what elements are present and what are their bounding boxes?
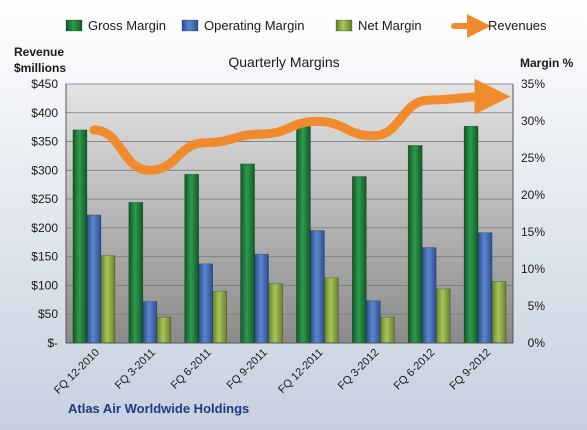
gross-margin-bar [296, 124, 311, 344]
gross-margin-bar [463, 125, 479, 344]
left-axis-title-line2: $millions [14, 61, 66, 75]
left-axis-title-line1: Revenue [14, 45, 64, 59]
net-margin-bar [212, 290, 227, 344]
legend: Gross Margin Operating Margin Net Margin Re… [65, 14, 547, 38]
net-margin-bar [435, 288, 451, 344]
legend-label-net-margin: Net Margin [358, 18, 422, 33]
legend-label-gross-margin: Gross Margin [88, 18, 166, 33]
gross-margin-bar [128, 202, 144, 344]
left-tick-label: $150 [31, 250, 58, 264]
left-tick-label: $350 [31, 135, 58, 149]
bars [72, 124, 507, 344]
right-axis-title: Margin % [520, 56, 574, 70]
left-tick-label: $400 [31, 106, 58, 120]
net-margin-bar [491, 281, 507, 344]
operating-margin-bar [421, 247, 437, 344]
left-tick-label: $- [47, 336, 58, 350]
legend-label-revenues: Revenues [488, 18, 547, 33]
gross-margin-bar [407, 145, 423, 344]
left-tick-label: $300 [31, 163, 58, 177]
revenue-line [89, 78, 511, 175]
legend-swatch-net-margin [335, 19, 353, 32]
right-tick-label: 10% [521, 262, 545, 276]
operating-margin-bar [142, 301, 158, 344]
left-tick-label: $200 [31, 221, 58, 235]
gross-margin-bar [184, 173, 199, 344]
operating-margin-bar [198, 263, 213, 344]
operating-margin-bar [254, 253, 269, 344]
legend-swatch-gross-margin [65, 19, 83, 32]
right-tick-label: 15% [521, 225, 545, 239]
revenues-line [89, 78, 511, 175]
gross-margin-bar [72, 129, 88, 344]
legend-swatch-operating-margin [181, 19, 199, 32]
left-tick-label: $250 [31, 192, 58, 206]
operating-margin-bar [366, 300, 381, 344]
chart-title: Quarterly Margins [228, 54, 339, 70]
company-footer: Atlas Air Worldwide Holdings [68, 401, 249, 416]
gross-margin-bar [240, 163, 255, 344]
right-tick-label: 30% [521, 114, 545, 128]
right-tick-label: 25% [521, 151, 545, 165]
net-margin-bar [156, 316, 172, 344]
left-tick-label: $50 [38, 307, 58, 321]
net-margin-bar [268, 283, 283, 344]
net-margin-bar [380, 316, 395, 344]
right-tick-label: 20% [521, 188, 545, 202]
right-tick-label: 5% [528, 299, 546, 313]
left-tick-label: $100 [31, 278, 58, 292]
gross-margin-bar [352, 176, 367, 344]
net-margin-bar [100, 255, 116, 344]
right-tick-label: 35% [521, 77, 545, 91]
operating-margin-bar [310, 230, 325, 344]
operating-margin-bar [86, 214, 102, 344]
net-margin-bar [324, 277, 339, 344]
left-tick-label: $450 [31, 77, 58, 91]
right-tick-label: 0% [528, 336, 546, 350]
operating-margin-bar [477, 232, 493, 344]
legend-label-operating-margin: Operating Margin [204, 18, 304, 33]
